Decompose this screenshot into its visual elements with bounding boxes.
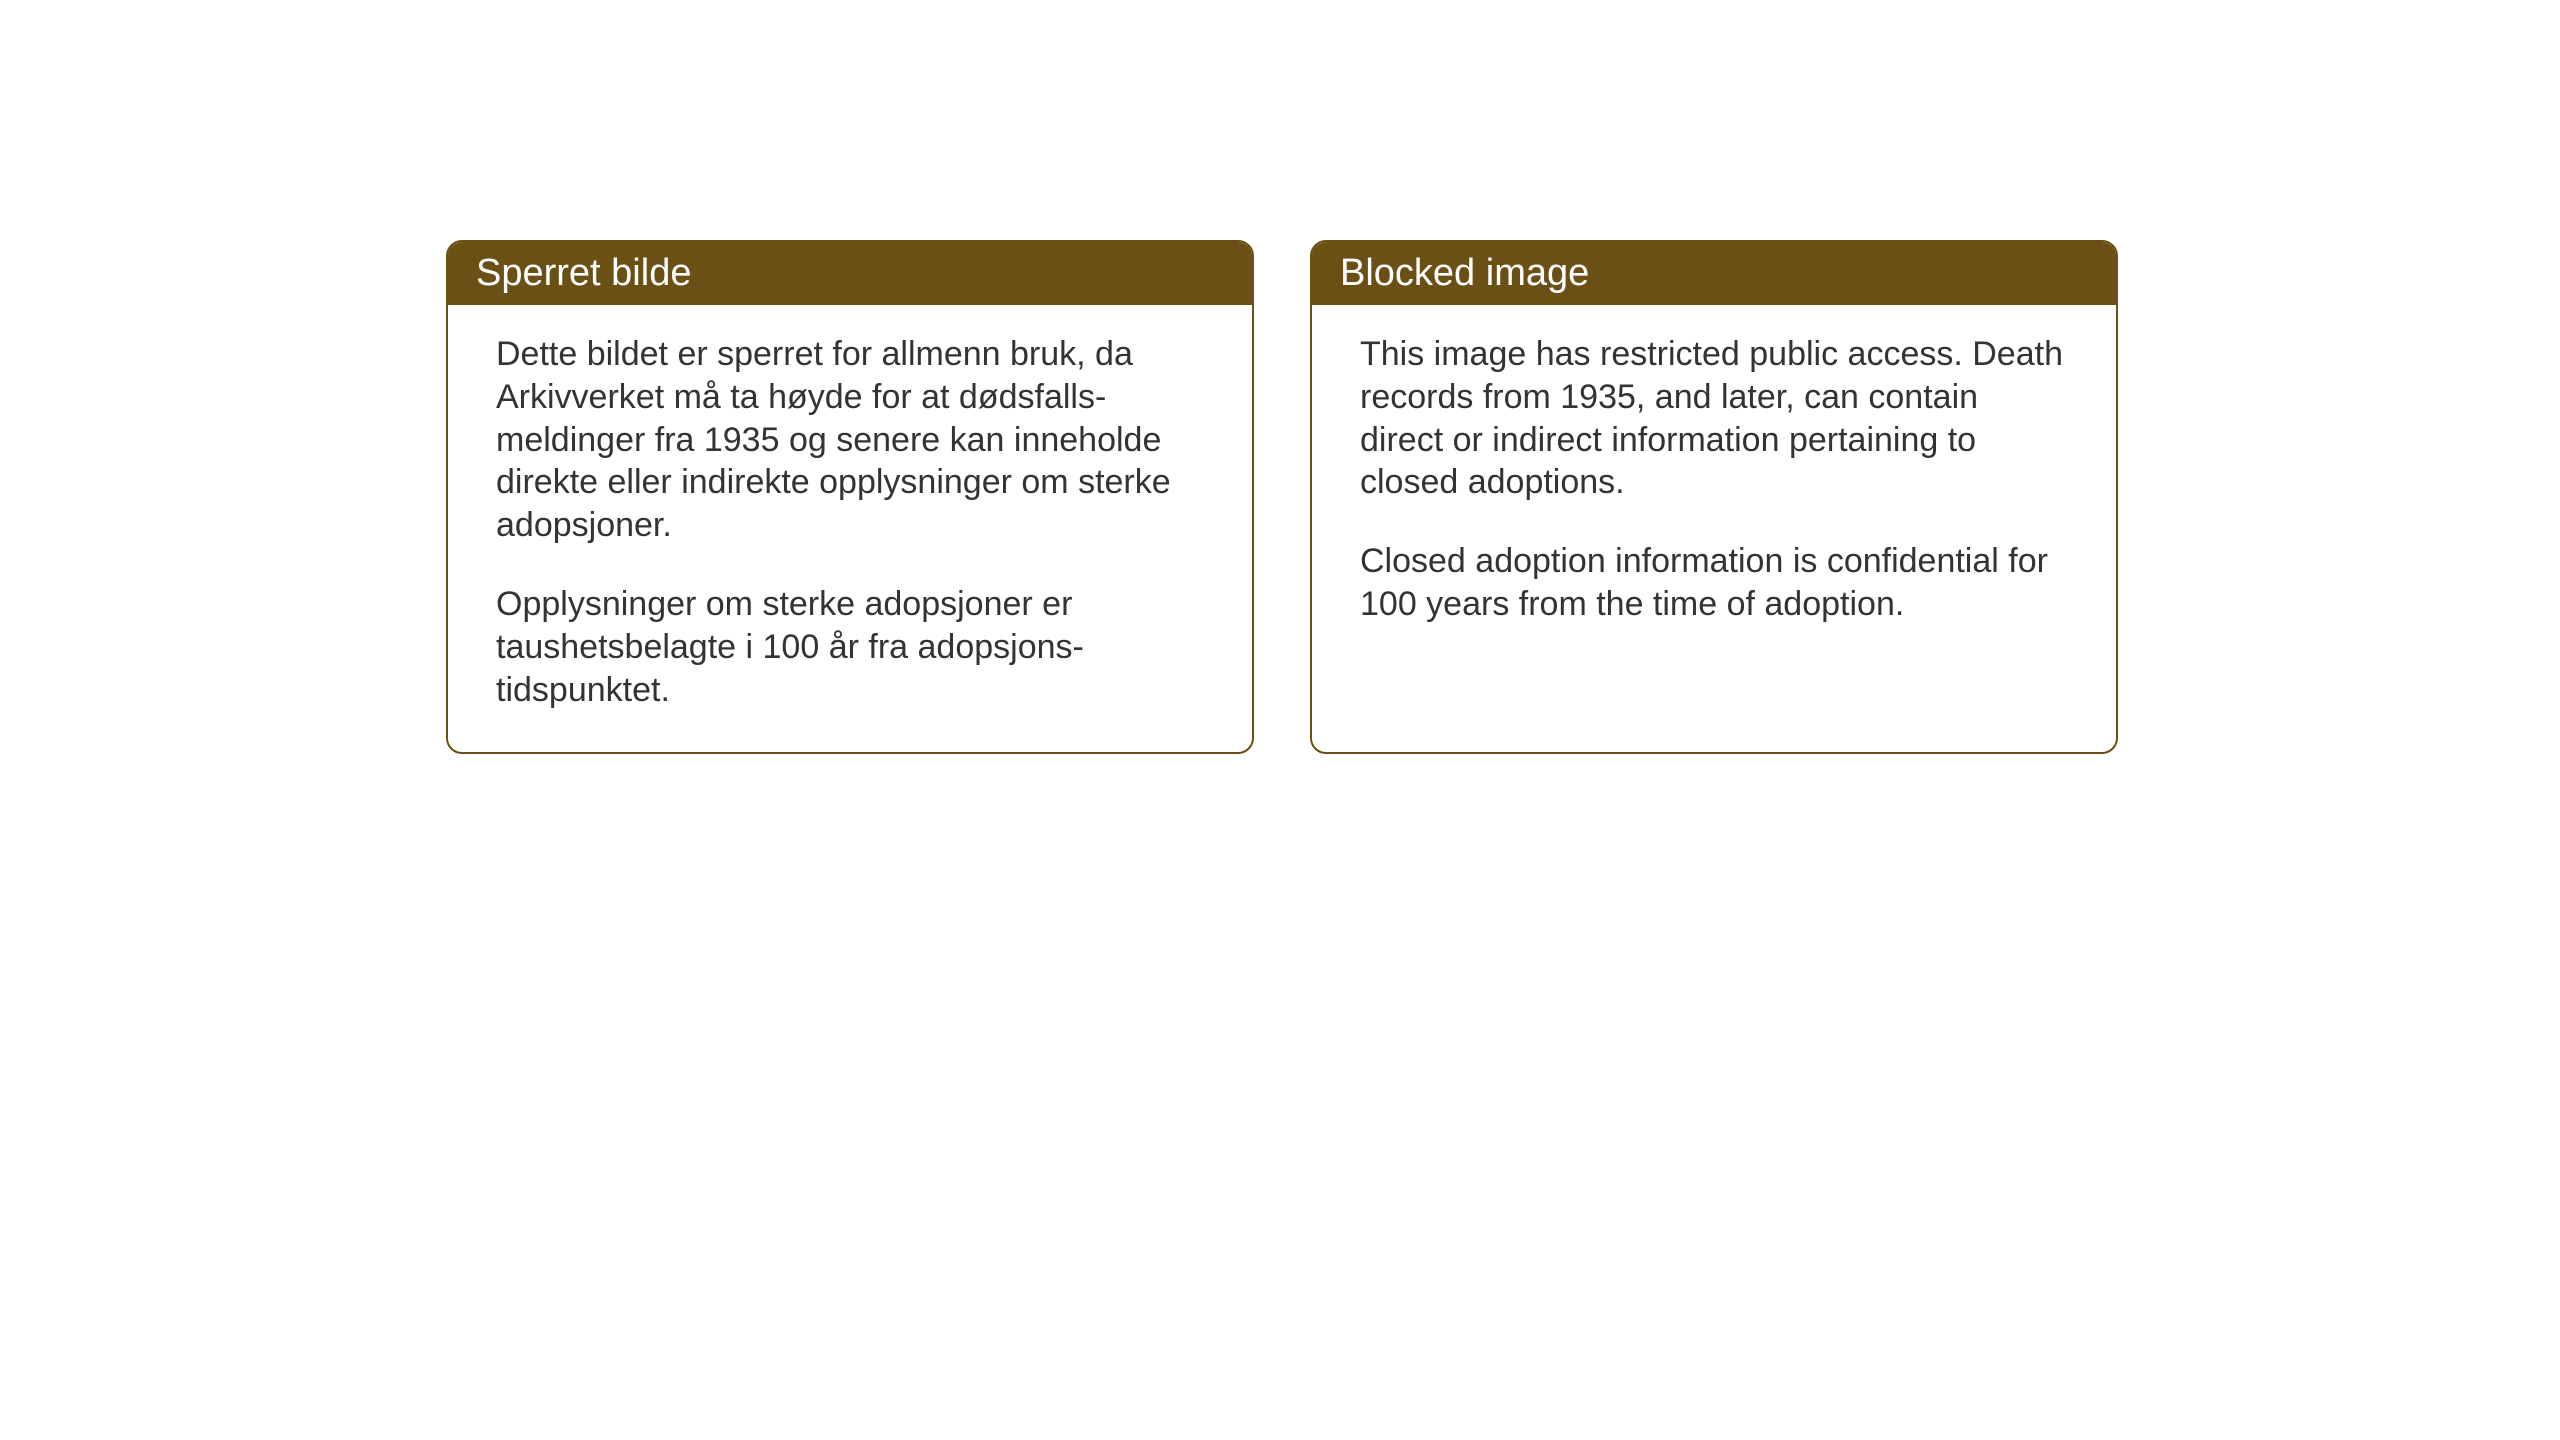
english-paragraph-2: Closed adoption information is confident… <box>1360 540 2068 626</box>
norwegian-paragraph-2: Opplysninger om sterke adopsjoner er tau… <box>496 583 1204 711</box>
english-notice-card: Blocked image This image has restricted … <box>1310 240 2118 754</box>
notice-cards-container: Sperret bilde Dette bildet er sperret fo… <box>446 240 2560 754</box>
english-paragraph-1: This image has restricted public access.… <box>1360 333 2068 504</box>
norwegian-card-title: Sperret bilde <box>448 242 1252 305</box>
english-card-body: This image has restricted public access.… <box>1312 305 2116 666</box>
norwegian-paragraph-1: Dette bildet er sperret for allmenn bruk… <box>496 333 1204 547</box>
norwegian-notice-card: Sperret bilde Dette bildet er sperret fo… <box>446 240 1254 754</box>
norwegian-card-body: Dette bildet er sperret for allmenn bruk… <box>448 305 1252 752</box>
english-card-title: Blocked image <box>1312 242 2116 305</box>
